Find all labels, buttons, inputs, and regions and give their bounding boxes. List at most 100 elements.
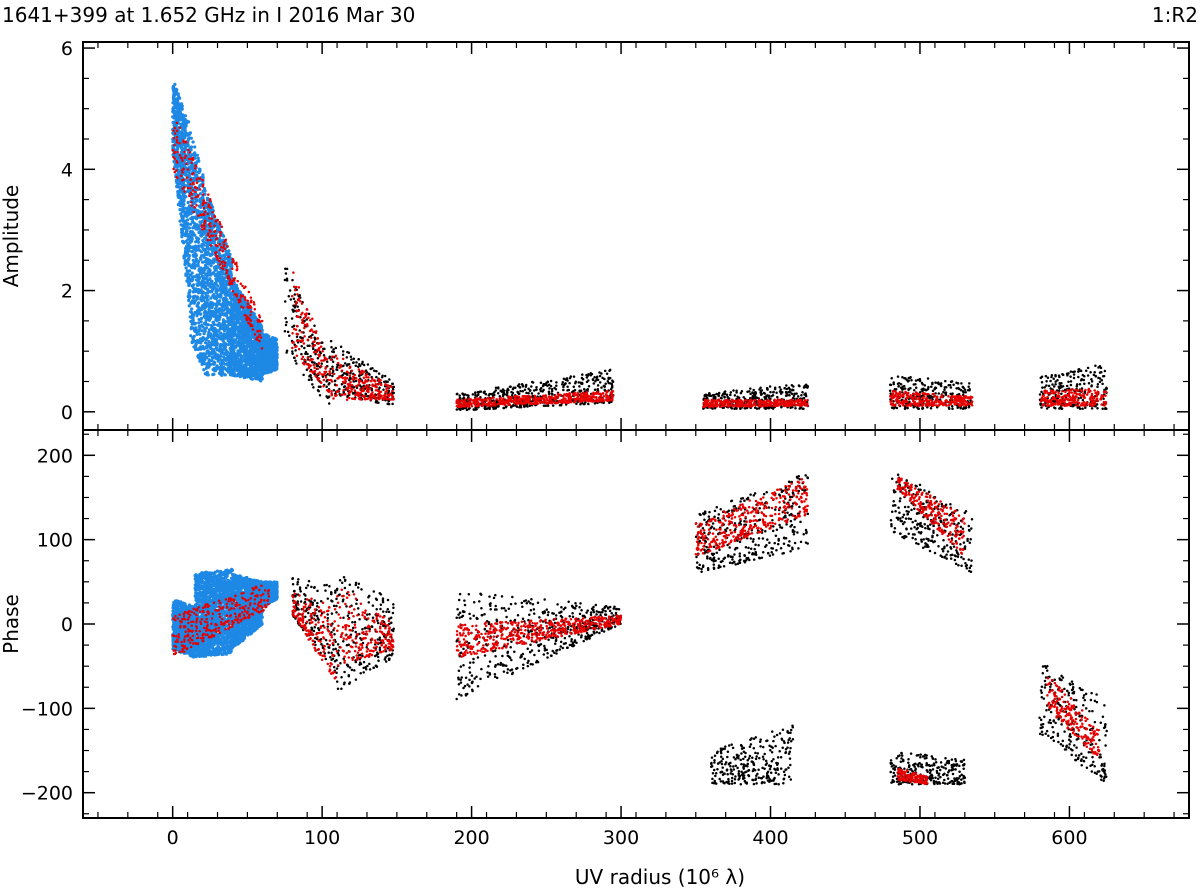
data-point (226, 259, 231, 264)
data-point (300, 345, 303, 348)
data-point (267, 358, 271, 362)
data-point (182, 241, 186, 245)
data-point (579, 402, 582, 406)
data-point (355, 361, 358, 364)
data-point (582, 387, 586, 391)
data-point (176, 114, 180, 118)
data-point (287, 294, 291, 298)
data-point (178, 189, 182, 194)
data-point (243, 348, 247, 352)
data-point (214, 333, 218, 337)
data-point (327, 383, 330, 386)
data-point (245, 358, 249, 362)
data-point (573, 388, 577, 392)
data-point (204, 366, 208, 370)
data-point (191, 290, 195, 294)
data-point (539, 381, 543, 385)
data-point (183, 262, 187, 267)
data-point (202, 232, 206, 236)
data-point (600, 386, 603, 389)
data-point (262, 366, 266, 370)
data-point (275, 347, 279, 351)
data-point (228, 346, 232, 350)
data-point (233, 304, 237, 308)
data-point (308, 344, 311, 348)
data-point (184, 231, 188, 235)
data-point (474, 391, 477, 395)
data-point (239, 336, 243, 340)
data-point (194, 257, 199, 261)
data-point (208, 290, 212, 294)
data-point (220, 282, 224, 286)
data-point (222, 366, 226, 370)
data-point (240, 372, 244, 376)
data-point (792, 385, 795, 388)
data-point (204, 251, 208, 255)
data-point (172, 95, 176, 99)
data-point (721, 394, 724, 397)
data-point (221, 287, 225, 291)
data-point (286, 330, 290, 334)
data-point (604, 382, 607, 385)
data-point (488, 407, 491, 410)
data-point (307, 378, 311, 382)
data-point (366, 363, 370, 366)
data-point (561, 383, 564, 386)
data-point (531, 381, 535, 384)
data-point (340, 383, 344, 386)
data-point (598, 374, 602, 378)
data-point (214, 308, 218, 312)
data-point (191, 140, 195, 144)
data-point (211, 356, 215, 360)
data-point (313, 324, 316, 328)
data-point (221, 348, 225, 352)
data-point (346, 350, 349, 354)
data-point (226, 320, 230, 324)
data-point (746, 390, 749, 394)
data-point (535, 385, 538, 389)
data-point (345, 356, 349, 359)
data-point (214, 289, 218, 294)
data-point (302, 373, 305, 377)
data-point (291, 352, 294, 355)
data-point (196, 347, 200, 352)
data-point (200, 196, 204, 200)
data-point (184, 131, 188, 135)
data-point (609, 387, 613, 391)
data-point (793, 397, 796, 401)
data-point (521, 385, 525, 388)
data-point (184, 246, 189, 250)
data-point (603, 369, 607, 373)
data-point (184, 148, 188, 152)
data-point (187, 245, 191, 249)
data-point (374, 400, 378, 403)
data-point (343, 385, 347, 388)
data-point (294, 359, 297, 362)
data-point (193, 145, 197, 149)
data-point (488, 392, 491, 396)
data-point (200, 361, 205, 365)
data-point (266, 335, 270, 339)
data-point (309, 355, 312, 358)
data-point (196, 283, 200, 287)
data-point (291, 350, 294, 353)
data-point (319, 385, 322, 388)
data-point (196, 290, 200, 294)
data-point (211, 271, 215, 275)
data-point (199, 289, 203, 293)
data-point (178, 196, 182, 200)
data-point (260, 352, 264, 356)
data-point (350, 358, 353, 361)
data-point (219, 293, 223, 298)
data-point (216, 317, 220, 321)
data-point (184, 251, 188, 255)
data-point (548, 387, 551, 390)
data-point (466, 393, 469, 397)
data-point (337, 364, 340, 367)
data-point (174, 89, 178, 93)
data-point (577, 381, 580, 384)
data-point (241, 347, 245, 351)
data-point (292, 324, 296, 328)
data-point (175, 102, 179, 107)
